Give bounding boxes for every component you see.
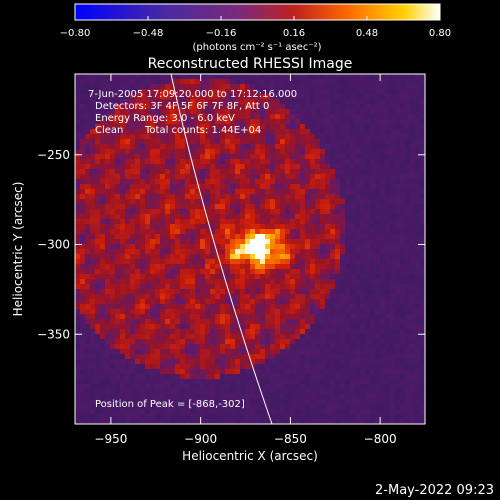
plot-frame xyxy=(74,73,426,425)
heatmap-image xyxy=(75,74,425,424)
x-axis-label: Heliocentric X (arcsec) xyxy=(182,449,318,463)
x-axis-ticks: −950 −900 −850 −800 xyxy=(94,74,397,446)
y-axis-ticks: −250 −300 −350 xyxy=(37,148,425,341)
annotation-counts: Total counts: 1.44E+04 xyxy=(144,125,261,136)
colorbar-tick-label: 0.48 xyxy=(356,28,378,39)
x-tick-label: −850 xyxy=(274,432,307,446)
y-tick-label: −300 xyxy=(37,238,70,252)
colorbar-unit-label: (photons cm⁻² s⁻¹ asec⁻²) xyxy=(192,42,321,53)
timestamp: 2-May-2022 09:23 xyxy=(375,483,494,498)
y-tick-label: −250 xyxy=(37,148,70,162)
colorbar-tick-label: −0.48 xyxy=(133,28,164,39)
annotation-method: Clean xyxy=(95,125,123,136)
annotation-peak-position: Position of Peak = [-868,-302] xyxy=(95,399,245,410)
y-tick-label: −350 xyxy=(37,327,70,341)
colorbar-tick-label: −0.16 xyxy=(206,28,237,39)
colorbar-ticks: −0.80 −0.48 −0.16 0.16 0.48 0.80 xyxy=(60,16,451,39)
y-axis-label: Heliocentric Y (arcsec) xyxy=(11,182,25,317)
colorbar-tick-label: 0.80 xyxy=(429,28,451,39)
annotation-energy: Energy Range: 3.0 - 6.0 keV xyxy=(95,113,235,124)
x-tick-label: −900 xyxy=(184,432,217,446)
colorbar xyxy=(74,3,441,21)
chart-title: Reconstructed RHESSI Image xyxy=(148,56,353,72)
colorbar-tick-label: 0.16 xyxy=(283,28,305,39)
x-tick-label: −950 xyxy=(94,432,127,446)
annotation-detectors: Detectors: 3F 4F 5F 6F 7F 8F, Att 0 xyxy=(95,101,269,112)
annotation-time-range: 7-Jun-2005 17:09:20.000 to 17:12:16.000 xyxy=(88,89,297,100)
x-tick-label: −800 xyxy=(364,432,397,446)
colorbar-tick-label: −0.80 xyxy=(60,28,91,39)
solar-limb-curve xyxy=(170,74,273,424)
